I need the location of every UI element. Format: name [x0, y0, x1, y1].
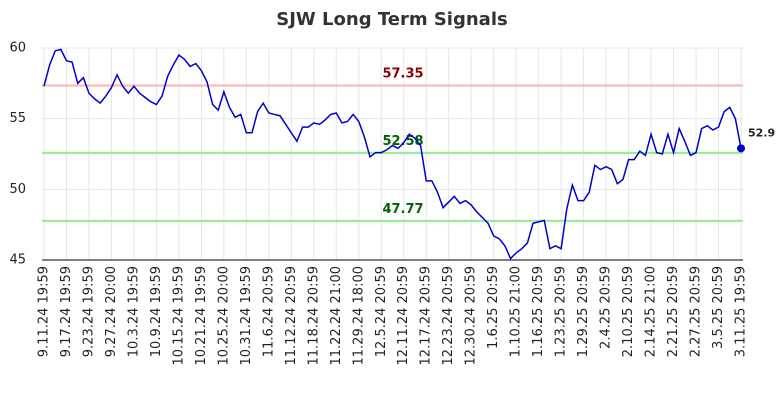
line-series: [43, 48, 742, 260]
x-tick-label: 10.15.24 19:59: [171, 266, 186, 366]
x-tick-label: 9.11.24 19:59: [37, 266, 52, 357]
x-tick-label: 10.9.24 19:59: [149, 266, 164, 357]
x-tick-label: 1.29.25 20:59: [576, 266, 591, 357]
x-tick-label: 2.10.25 20:59: [621, 266, 636, 357]
x-tick-label: 10.3.24 19:59: [126, 266, 141, 357]
x-tick-label: 2.27.25 20:59: [689, 266, 704, 357]
x-tick-label: 12.23.24 20:59: [441, 266, 456, 366]
y-tick-label: 50: [9, 182, 26, 197]
x-tick-label: 12.30.24 20:59: [464, 266, 479, 366]
x-tick-label: 1.6.25 20:59: [486, 266, 501, 349]
x-tick-label: 9.23.24 19:59: [81, 266, 96, 357]
y-tick-label: 55: [9, 111, 26, 126]
last-value-label: 52.9: [748, 126, 775, 139]
x-tick-label: 3.5.25 20:59: [711, 266, 726, 349]
x-tick-label: 12.5.24 20:59: [374, 266, 389, 357]
x-tick-label: 3.11.25 19:59: [734, 266, 749, 357]
x-tick-label: 11.22.24 21:00: [329, 266, 344, 366]
x-tick-label: 10.25.24 20:00: [216, 266, 231, 366]
x-tick-label: 12.11.24 20:59: [396, 266, 411, 366]
x-tick-label: 11.12.24 20:59: [284, 266, 299, 366]
x-tick-label: 1.16.25 20:59: [531, 266, 546, 357]
chart-title: SJW Long Term Signals: [276, 9, 507, 30]
x-tick-label: 11.18.24 20:59: [306, 266, 321, 366]
y-tick-label: 45: [9, 253, 26, 268]
x-tick-label: 11.29.24 18:00: [351, 266, 366, 366]
x-tick-label: 2.21.25 20:59: [666, 266, 681, 357]
reference-label: 47.77: [382, 202, 423, 217]
x-tick-label: 1.23.25 20:59: [554, 266, 569, 357]
last-point: [737, 144, 745, 153]
x-tick-label: 2.14.25 21:00: [644, 266, 659, 357]
y-tick-label: 60: [9, 41, 26, 56]
x-tick-label: 2.4.25 20:59: [599, 266, 614, 349]
x-tick-label: 1.10.25 21:00: [509, 266, 524, 357]
x-tick-label: 9.27.24 20:00: [104, 266, 119, 357]
x-tick-label: 9.17.24 19:59: [59, 266, 74, 357]
x-tick-label: 11.6.24 20:59: [261, 266, 276, 357]
reference-label: 57.35: [382, 66, 423, 81]
x-tick-label: 12.17.24 20:59: [419, 266, 434, 366]
x-tick-label: 10.31.24 19:59: [239, 266, 254, 366]
x-tick-label: 10.21.24 19:59: [194, 266, 209, 366]
